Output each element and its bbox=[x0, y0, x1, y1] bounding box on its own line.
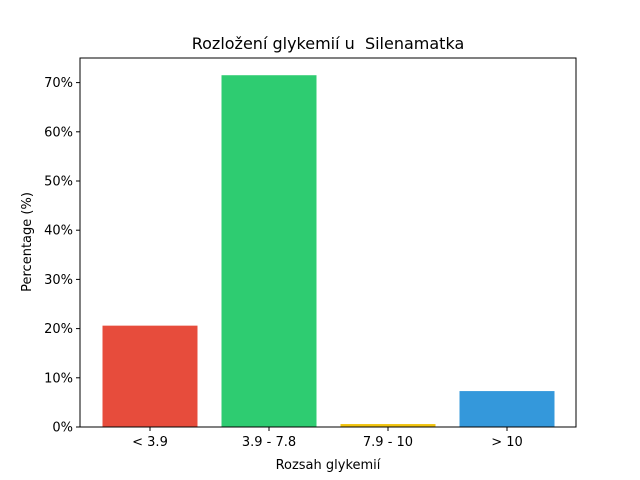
y-tick-label: 10% bbox=[44, 371, 73, 386]
y-tick-label: 40% bbox=[44, 224, 73, 239]
y-tick-label: 0% bbox=[52, 421, 73, 436]
y-tick-label: 30% bbox=[44, 273, 73, 288]
y-axis-ticks: 0% 10% 20% 30% 40% 50% 60% 70% bbox=[44, 76, 80, 436]
plot-frame bbox=[79, 57, 577, 428]
x-tick-label: > 10 bbox=[491, 435, 523, 450]
x-tick-label: 3.9 - 7.8 bbox=[242, 435, 296, 450]
x-tick-label: 7.9 - 10 bbox=[363, 435, 413, 450]
y-axis-label: Percentage (%) bbox=[20, 192, 35, 292]
bars-layer bbox=[102, 75, 555, 427]
bar-3 bbox=[340, 424, 436, 427]
bar-1 bbox=[102, 325, 198, 427]
bar-2 bbox=[221, 75, 317, 427]
y-tick-label: 50% bbox=[44, 175, 73, 190]
x-axis-ticks: < 3.9 3.9 - 7.8 7.9 - 10 > 10 bbox=[132, 427, 523, 450]
y-tick-label: 20% bbox=[44, 322, 73, 337]
y-tick-label: 60% bbox=[44, 125, 73, 140]
y-tick-label: 70% bbox=[44, 76, 73, 91]
chart-title: Rozložení glykemií u Silenamatka bbox=[192, 34, 465, 53]
x-axis-label: Rozsah glykemií bbox=[276, 458, 381, 473]
bar-4 bbox=[459, 391, 555, 427]
x-tick-label: < 3.9 bbox=[132, 435, 168, 450]
